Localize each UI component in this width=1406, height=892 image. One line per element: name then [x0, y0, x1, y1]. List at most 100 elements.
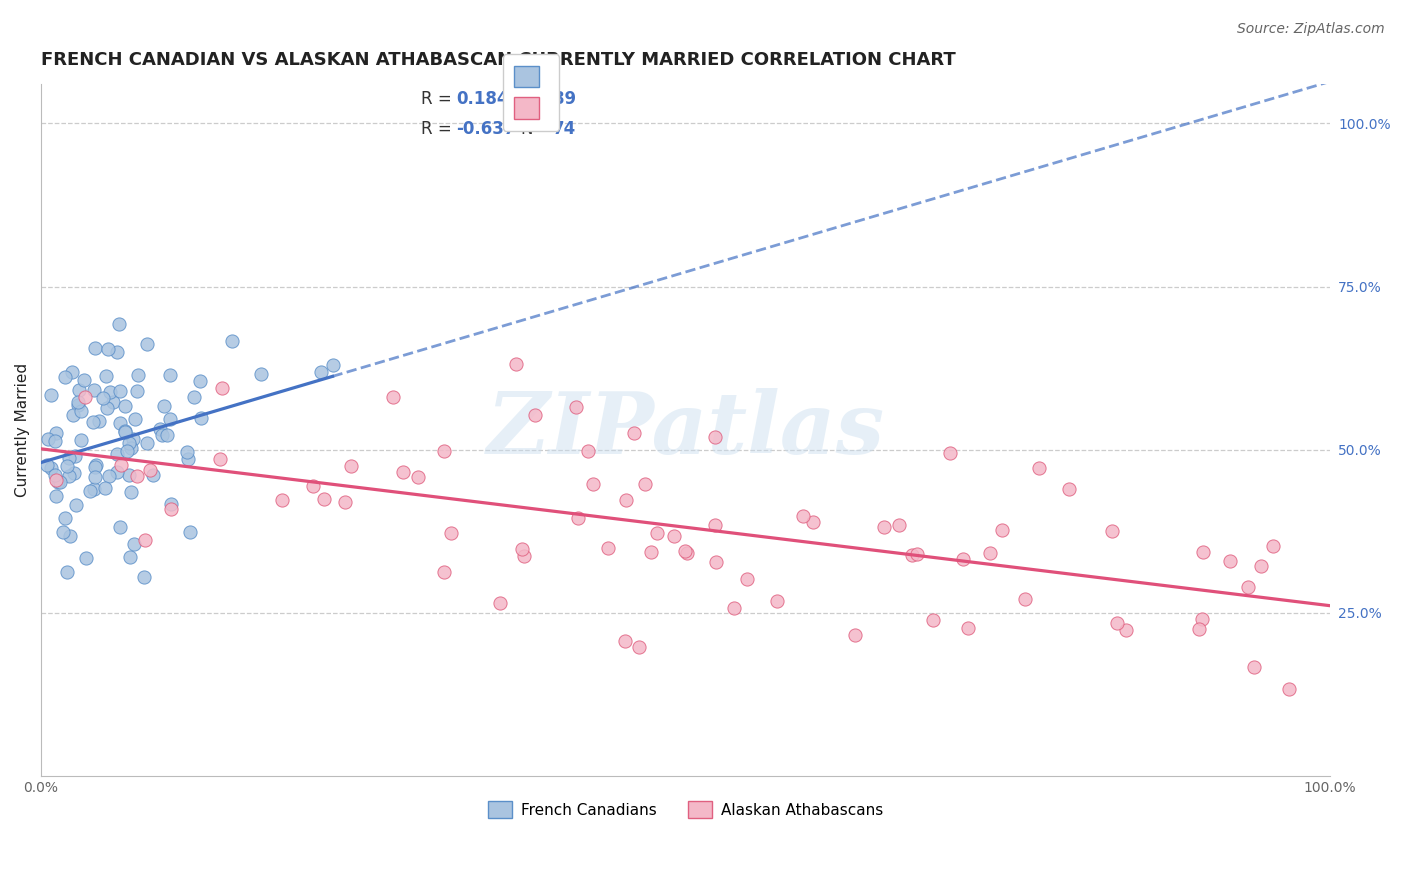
Point: [45, 489, 67, 503]
Point: [83, 383, 105, 397]
Point: [66, 398, 89, 412]
Point: [634, 476, 657, 491]
Point: [704, 556, 727, 570]
Point: [645, 525, 668, 540]
Point: [58, 450, 80, 465]
Point: [122, 432, 145, 446]
Point: [792, 509, 814, 524]
Point: [159, 368, 181, 382]
Point: [1236, 580, 1258, 594]
Point: [922, 613, 945, 627]
Point: [576, 444, 599, 458]
Point: [124, 412, 146, 426]
Point: [887, 517, 910, 532]
Point: [46, 475, 69, 489]
Point: [107, 317, 129, 331]
Text: FRENCH CANADIAN VS ALASKAN ATHABASCAN CURRENTLY MARRIED CORRELATION CHART: FRENCH CANADIAN VS ALASKAN ATHABASCAN CU…: [41, 51, 956, 69]
Point: [55, 459, 77, 474]
Point: [564, 400, 586, 414]
Point: [675, 544, 697, 558]
Point: [142, 467, 165, 482]
Text: R =: R =: [422, 120, 453, 138]
Text: 0.184: 0.184: [456, 90, 509, 108]
Point: [91, 391, 114, 405]
Point: [84, 469, 107, 483]
Point: [70, 433, 93, 447]
Point: [179, 525, 201, 540]
Point: [120, 442, 142, 456]
Point: [301, 478, 323, 492]
Point: [65, 498, 87, 512]
Point: [110, 458, 132, 472]
Point: [83, 482, 105, 496]
Point: [382, 391, 405, 405]
Point: [108, 519, 131, 533]
Point: [1243, 659, 1265, 673]
Text: -0.637: -0.637: [456, 120, 516, 138]
Point: [596, 541, 619, 555]
Point: [766, 594, 789, 608]
Point: [53, 370, 76, 384]
Point: [440, 526, 463, 541]
Point: [1278, 681, 1301, 696]
Point: [56, 565, 79, 579]
Point: [723, 600, 745, 615]
Point: [96, 401, 118, 416]
Point: [623, 426, 645, 441]
Point: [176, 452, 198, 467]
Point: [63, 466, 86, 480]
Point: [567, 510, 589, 524]
Point: [979, 546, 1001, 560]
Point: [159, 496, 181, 510]
Point: [1250, 558, 1272, 573]
Point: [952, 551, 974, 566]
Point: [79, 484, 101, 499]
Point: [150, 428, 173, 442]
Point: [110, 384, 132, 399]
Point: [905, 547, 928, 561]
Point: [510, 541, 533, 556]
Point: [406, 469, 429, 483]
Point: [322, 358, 344, 372]
Point: [188, 374, 211, 388]
Point: [901, 548, 924, 562]
Text: N =: N =: [520, 120, 553, 138]
Point: [735, 573, 758, 587]
Point: [103, 395, 125, 409]
Point: [115, 444, 138, 458]
Point: [124, 537, 146, 551]
Text: N =: N =: [520, 90, 553, 108]
Point: [1057, 482, 1080, 496]
Point: [139, 463, 162, 477]
Point: [63, 449, 86, 463]
Text: 89: 89: [553, 90, 576, 108]
Point: [44, 468, 66, 483]
Point: [614, 634, 637, 648]
Point: [121, 484, 143, 499]
Point: [627, 640, 650, 654]
Point: [75, 390, 97, 404]
Point: [524, 409, 547, 423]
Point: [127, 384, 149, 399]
Point: [127, 469, 149, 483]
Point: [614, 492, 637, 507]
Point: [149, 422, 172, 436]
Point: [190, 411, 212, 425]
Point: [1191, 612, 1213, 626]
Point: [433, 565, 456, 579]
Point: [676, 546, 699, 560]
Point: [84, 460, 107, 475]
Point: [98, 384, 121, 399]
Point: [153, 399, 176, 413]
Point: [208, 452, 231, 467]
Point: [114, 424, 136, 438]
Point: [87, 414, 110, 428]
Point: [97, 468, 120, 483]
Point: [120, 549, 142, 564]
Point: [662, 529, 685, 543]
Text: Source: ZipAtlas.com: Source: ZipAtlas.com: [1237, 22, 1385, 37]
Point: [1101, 524, 1123, 539]
Point: [41, 460, 63, 475]
Legend: French Canadians, Alaskan Athabascans: French Canadians, Alaskan Athabascans: [482, 795, 890, 824]
Point: [309, 365, 332, 379]
